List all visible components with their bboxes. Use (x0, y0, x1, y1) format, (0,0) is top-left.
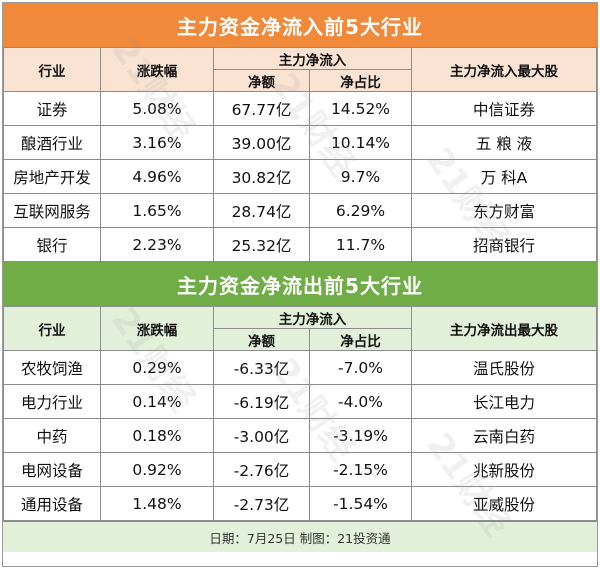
cell-top-stock: 五 粮 液 (411, 125, 597, 160)
table-row: 电网设备 0.92% -2.76亿 -2.15% 兆新股份 (3, 452, 597, 487)
table-row: 中药 0.18% -3.00亿 -3.19% 云南白药 (3, 418, 597, 453)
table-row: 酿酒行业 3.16% 39.00亿 10.14% 五 粮 液 (3, 125, 597, 160)
cell-industry: 酿酒行业 (3, 125, 101, 160)
cell-change: 0.92% (100, 452, 214, 487)
inflow-header-row: 行业 涨跌幅 主力净流入 主力净流入最大股 (3, 47, 597, 92)
header-change: 涨跌幅 (100, 47, 214, 92)
header-amount: 净额 (213, 69, 310, 92)
cell-industry: 证券 (3, 91, 101, 126)
cell-ratio: 14.52% (309, 91, 412, 126)
cell-amount: 25.32亿 (213, 227, 310, 262)
cell-industry: 农牧饲渔 (3, 350, 101, 385)
cell-amount: -2.76亿 (213, 452, 310, 487)
inflow-title: 主力资金净流入前5大行业 (3, 3, 597, 47)
header-netflow-group: 主力净流入 (213, 306, 412, 329)
cell-change: 1.65% (100, 193, 214, 228)
header-top-stock: 主力净流出最大股 (411, 306, 597, 351)
table-row: 银行 2.23% 25.32亿 11.7% 招商银行 (3, 227, 597, 262)
cell-industry: 中药 (3, 418, 101, 453)
cell-change: 3.16% (100, 125, 214, 160)
table-row: 通用设备 1.48% -2.73亿 -1.54% 亚威股份 (3, 486, 597, 521)
cell-industry: 互联网服务 (3, 193, 101, 228)
cell-top-stock: 亚威股份 (411, 486, 597, 521)
cell-industry: 银行 (3, 227, 101, 262)
cell-industry: 通用设备 (3, 486, 101, 521)
inflow-subheader-row: 净额 净占比 (4, 69, 597, 92)
table-row: 农牧饲渔 0.29% -6.33亿 -7.0% 温氏股份 (3, 350, 597, 385)
cell-amount: -3.00亿 (213, 418, 310, 453)
header-amount: 净额 (213, 328, 310, 351)
table-row: 证券 5.08% 67.77亿 14.52% 中信证券 (3, 91, 597, 126)
outflow-title: 主力资金净流出前5大行业 (3, 262, 597, 306)
header-ratio: 净占比 (309, 69, 412, 92)
cell-ratio: 10.14% (309, 125, 412, 160)
cell-ratio: 9.7% (309, 159, 412, 194)
cell-industry: 电网设备 (3, 452, 101, 487)
cell-amount: 39.00亿 (213, 125, 310, 160)
cell-top-stock: 长江电力 (411, 384, 597, 419)
cell-top-stock: 万 科A (411, 159, 597, 194)
cell-top-stock: 云南白药 (411, 418, 597, 453)
cell-ratio: -3.19% (309, 418, 412, 453)
cell-amount: 67.77亿 (213, 91, 310, 126)
cell-top-stock: 兆新股份 (411, 452, 597, 487)
cell-change: 2.23% (100, 227, 214, 262)
cell-change: 0.18% (100, 418, 214, 453)
cell-change: 0.14% (100, 384, 214, 419)
cell-industry: 房地产开发 (3, 159, 101, 194)
cell-change: 0.29% (100, 350, 214, 385)
outflow-table: 行业 涨跌幅 主力净流入 主力净流出最大股 净额 净占比 农牧饲渔 0.29% -6… (3, 306, 597, 521)
cell-top-stock: 招商银行 (411, 227, 597, 262)
table-row: 电力行业 0.14% -6.19亿 -4.0% 长江电力 (3, 384, 597, 419)
header-industry: 行业 (3, 47, 101, 92)
cell-top-stock: 东方财富 (411, 193, 597, 228)
cell-top-stock: 中信证券 (411, 91, 597, 126)
outflow-subheader-row: 净额 净占比 (4, 328, 597, 351)
footer-note: 日期：7月25日 制图：21投资通 (3, 521, 597, 552)
header-ratio: 净占比 (309, 328, 412, 351)
cell-industry: 电力行业 (3, 384, 101, 419)
inflow-table: 行业 涨跌幅 主力净流入 主力净流入最大股 净额 净占比 证券 5.08% 67.7… (3, 47, 597, 262)
cell-ratio: 11.7% (309, 227, 412, 262)
cell-ratio: -2.15% (309, 452, 412, 487)
header-top-stock: 主力净流入最大股 (411, 47, 597, 92)
table-row: 互联网服务 1.65% 28.74亿 6.29% 东方财富 (3, 193, 597, 228)
cell-ratio: 6.29% (309, 193, 412, 228)
cell-ratio: -4.0% (309, 384, 412, 419)
cell-change: 4.96% (100, 159, 214, 194)
cell-change: 1.48% (100, 486, 214, 521)
cell-top-stock: 温氏股份 (411, 350, 597, 385)
cell-amount: -2.73亿 (213, 486, 310, 521)
table-row: 房地产开发 4.96% 30.82亿 9.7% 万 科A (3, 159, 597, 194)
outflow-header-row: 行业 涨跌幅 主力净流入 主力净流出最大股 (3, 306, 597, 351)
header-industry: 行业 (3, 306, 101, 351)
cell-amount: -6.19亿 (213, 384, 310, 419)
cell-amount: 30.82亿 (213, 159, 310, 194)
cell-ratio: -7.0% (309, 350, 412, 385)
cell-change: 5.08% (100, 91, 214, 126)
cell-amount: 28.74亿 (213, 193, 310, 228)
header-change: 涨跌幅 (100, 306, 214, 351)
cell-amount: -6.33亿 (213, 350, 310, 385)
cell-ratio: -1.54% (309, 486, 412, 521)
header-netflow-group: 主力净流入 (213, 47, 412, 70)
